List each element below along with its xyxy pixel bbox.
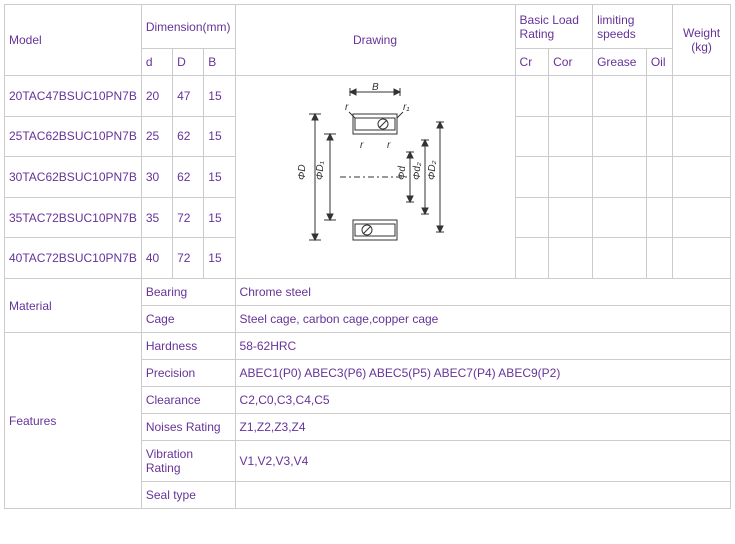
vibration-value: V1,V2,V3,V4 [235, 441, 730, 482]
bearing-value: Chrome steel [235, 279, 730, 306]
cage-value: Steel cage, carbon cage,copper cage [235, 306, 730, 333]
bearing-drawing-icon: B r r₁ r r [275, 82, 475, 272]
noises-label: Noises Rating [141, 414, 235, 441]
cell-D: 47 [173, 76, 204, 117]
cell-model: 40TAC72BSUC10PN7B [5, 238, 142, 279]
svg-text:ΦD₂: ΦD₂ [427, 160, 438, 180]
header-cor: Cor [549, 49, 593, 76]
header-model: Model [5, 5, 142, 76]
header-B: B [204, 49, 235, 76]
bearing-spec-table: Model Dimension(mm) Drawing Basic Load R… [4, 4, 731, 509]
table-row: 20TAC47BSUC10PN7B 20 47 15 B r r₁ [5, 76, 731, 117]
cell-D: 62 [173, 157, 204, 198]
cell-D: 72 [173, 238, 204, 279]
svg-text:ΦD₁: ΦD₁ [315, 161, 326, 180]
clearance-label: Clearance [141, 387, 235, 414]
cell-model: 20TAC47BSUC10PN7B [5, 76, 142, 117]
vibration-label: Vibration Rating [141, 441, 235, 482]
cell-D: 62 [173, 116, 204, 157]
header-D: D [173, 49, 204, 76]
cage-label: Cage [141, 306, 235, 333]
bearing-label: Bearing [141, 279, 235, 306]
cell-d: 30 [141, 157, 172, 198]
precision-value: ABEC1(P0) ABEC3(P6) ABEC5(P5) ABEC7(P4) … [235, 360, 730, 387]
cell-empty [515, 76, 549, 117]
cell-B: 15 [204, 197, 235, 238]
clearance-value: C2,C0,C3,C4,C5 [235, 387, 730, 414]
cell-model: 30TAC62BSUC10PN7B [5, 157, 142, 198]
features-label: Features [5, 333, 142, 509]
header-grease: Grease [593, 49, 647, 76]
cell-d: 35 [141, 197, 172, 238]
header-cr: Cr [515, 49, 549, 76]
cell-d: 40 [141, 238, 172, 279]
svg-text:r: r [345, 102, 349, 113]
cell-D: 72 [173, 197, 204, 238]
cell-B: 15 [204, 157, 235, 198]
cell-B: 15 [204, 238, 235, 279]
cell-d: 20 [141, 76, 172, 117]
hardness-label: Hardness [141, 333, 235, 360]
cell-empty [549, 76, 593, 117]
header-weight: Weight (kg) [673, 5, 731, 76]
hardness-value: 58-62HRC [235, 333, 730, 360]
svg-text:ΦD: ΦD [297, 164, 308, 180]
noises-value: Z1,Z2,Z3,Z4 [235, 414, 730, 441]
seal-value [235, 482, 730, 509]
header-limiting-speeds: limiting speeds [593, 5, 673, 49]
cell-model: 35TAC72BSUC10PN7B [5, 197, 142, 238]
cell-empty [673, 76, 731, 117]
svg-text:Φd: Φd [397, 166, 408, 180]
header-basic-load: Basic Load Rating [515, 5, 593, 49]
svg-text:r: r [360, 140, 364, 151]
seal-label: Seal type [141, 482, 235, 509]
svg-text:Φd₂: Φd₂ [412, 162, 423, 180]
cell-empty [593, 76, 647, 117]
svg-text:r: r [387, 140, 391, 151]
header-drawing: Drawing [235, 5, 515, 76]
header-d: d [141, 49, 172, 76]
cell-B: 15 [204, 116, 235, 157]
cell-B: 15 [204, 76, 235, 117]
cell-d: 25 [141, 116, 172, 157]
cell-empty [646, 76, 672, 117]
header-oil: Oil [646, 49, 672, 76]
precision-label: Precision [141, 360, 235, 387]
svg-text:r₁: r₁ [403, 102, 409, 113]
svg-text:B: B [372, 82, 379, 93]
cell-model: 25TAC62BSUC10PN7B [5, 116, 142, 157]
drawing-cell: B r r₁ r r [235, 76, 515, 279]
material-label: Material [5, 279, 142, 333]
header-dimension: Dimension(mm) [141, 5, 235, 49]
